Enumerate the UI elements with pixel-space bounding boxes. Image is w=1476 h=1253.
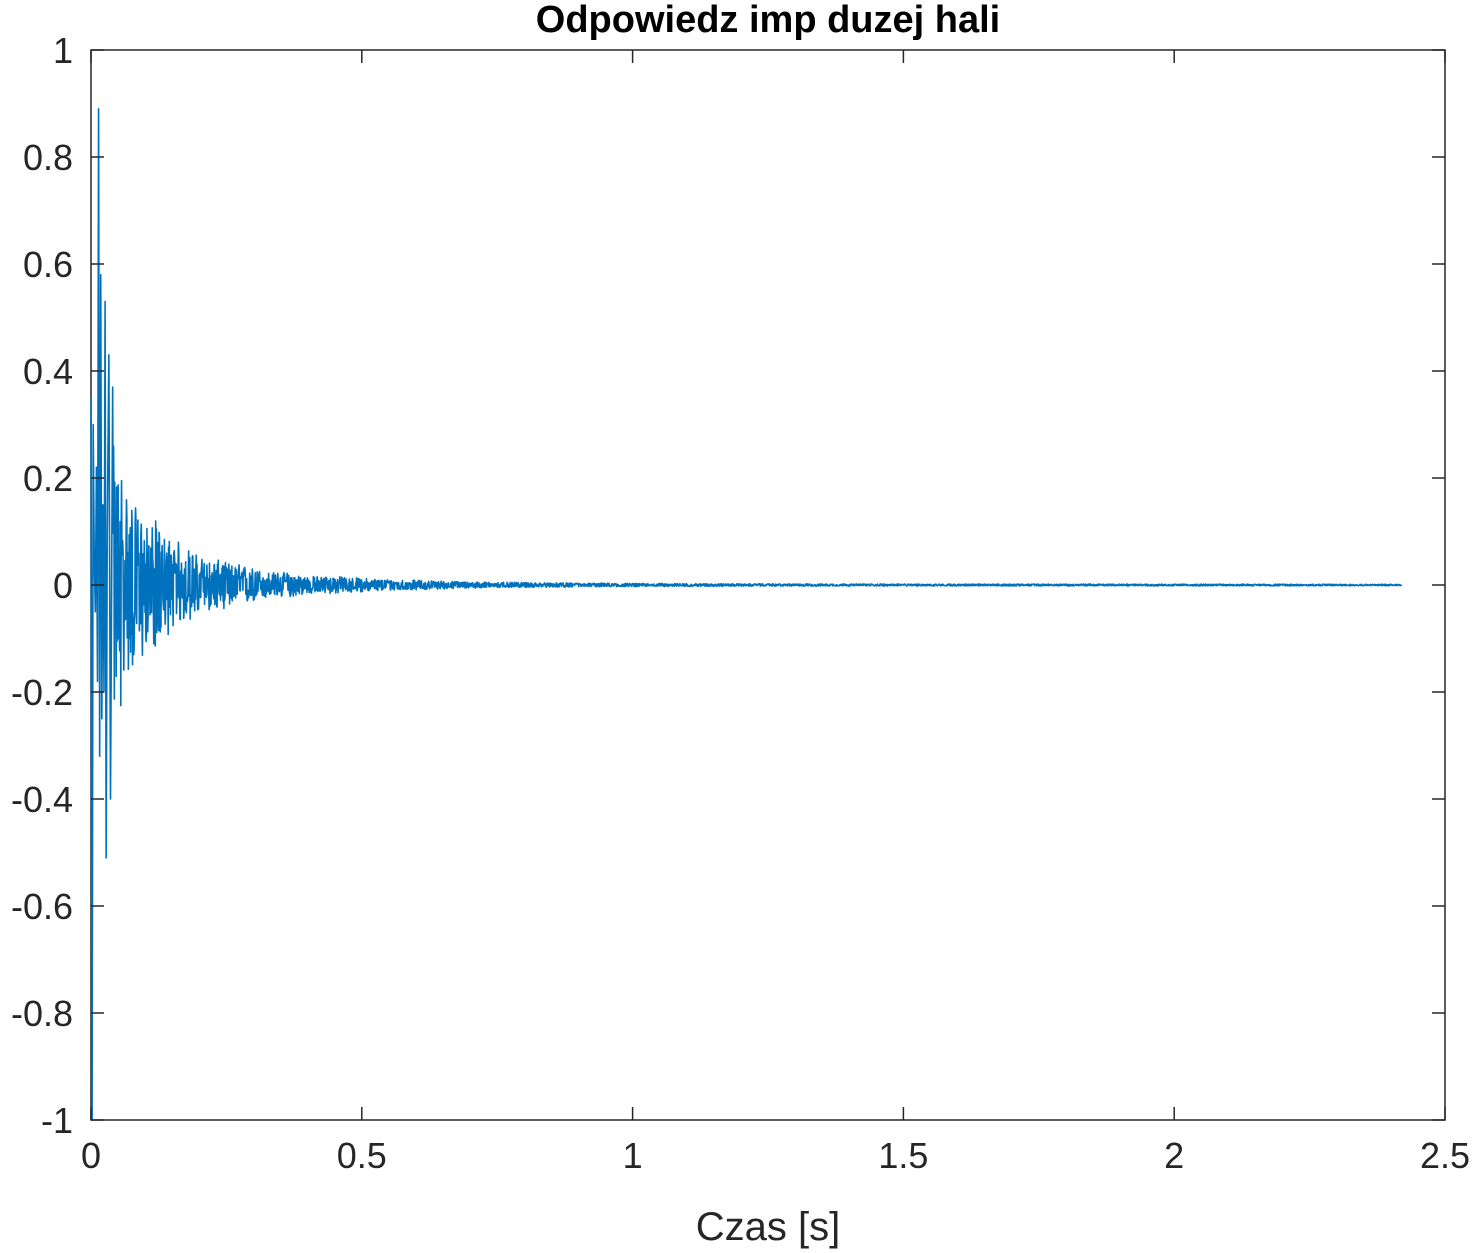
signal-layer [90,108,1403,1121]
y-tick-label: -1 [41,1100,73,1141]
y-tick-label: -0.2 [11,672,73,713]
x-axis-title: Czas [s] [696,1205,840,1249]
tick-layer: 0 0.5 1 1.5 2 2.5 -1 -0.8 -0.6 -0.4 -0.2 0 0.2 0.4 0.6… [11,30,1470,1176]
impulse-response-line [90,108,1403,1121]
y-tick-label: -0.8 [11,993,73,1034]
x-tick-label: 0.5 [337,1135,387,1176]
y-tick-label: 0.8 [23,137,73,178]
x-tick-label: 2.5 [1420,1135,1470,1176]
y-tick-label: 0 [53,565,73,606]
x-tick-label: 1.5 [878,1135,928,1176]
x-tick-label: 1 [623,1135,643,1176]
y-tick-label: 0.6 [23,244,73,285]
x-tick-label: 2 [1164,1135,1184,1176]
y-tick-label: -0.6 [11,886,73,927]
chart-title: Odpowiedz imp duzej hali [536,0,1000,41]
y-tick-label: -0.4 [11,779,73,820]
y-tick-label: 1 [53,30,73,71]
y-tick-label: 0.2 [23,458,73,499]
y-tick-label: 0.4 [23,351,73,392]
x-tick-label: 0 [81,1135,101,1176]
